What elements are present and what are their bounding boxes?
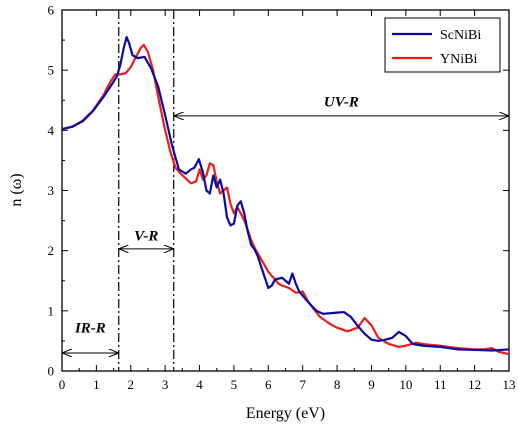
x-tick-label: 8 xyxy=(334,377,341,392)
legend-label-ynibi: YNiBi xyxy=(440,52,477,67)
x-tick-label: 13 xyxy=(503,377,516,392)
y-tick-label: 1 xyxy=(48,303,55,318)
y-tick-label: 4 xyxy=(48,123,55,138)
x-tick-label: 7 xyxy=(299,377,306,392)
x-tick-label: 5 xyxy=(231,377,238,392)
x-tick-label: 6 xyxy=(265,377,272,392)
region-label: IR-R xyxy=(74,321,106,337)
x-tick-label: 3 xyxy=(162,377,169,392)
x-axis-title: Energy (eV) xyxy=(246,405,325,422)
y-tick-label: 2 xyxy=(48,243,55,258)
legend-box xyxy=(384,17,501,73)
x-tick-label: 11 xyxy=(434,377,447,392)
series-lines xyxy=(62,35,509,356)
region-annotations: IR-R V-R UV-R xyxy=(63,94,508,352)
x-tick-label: 12 xyxy=(468,377,481,392)
y-tick-label: 5 xyxy=(48,63,55,78)
region-label: UV-R xyxy=(324,94,359,110)
x-tick-label: 2 xyxy=(128,377,135,392)
region-label: V-R xyxy=(134,229,158,245)
y-tick-label: 0 xyxy=(48,364,55,379)
region-dividers xyxy=(118,10,175,371)
y-tick-label: 3 xyxy=(48,183,55,198)
x-tick-label: 0 xyxy=(59,377,66,392)
legend-label-scnibi: ScNiBi xyxy=(440,28,481,43)
x-tick-label: 9 xyxy=(368,377,375,392)
x-tick-label: 1 xyxy=(93,377,100,392)
series-line-ynibi xyxy=(62,43,509,356)
series-line-scnibi xyxy=(62,35,509,352)
y-tick-label: 6 xyxy=(48,3,55,18)
legend: ScNiBi YNiBi xyxy=(384,17,501,73)
x-tick-label: 10 xyxy=(399,377,412,392)
x-tick-label: 4 xyxy=(196,377,203,392)
y-axis-title: n (ω) xyxy=(8,173,25,206)
